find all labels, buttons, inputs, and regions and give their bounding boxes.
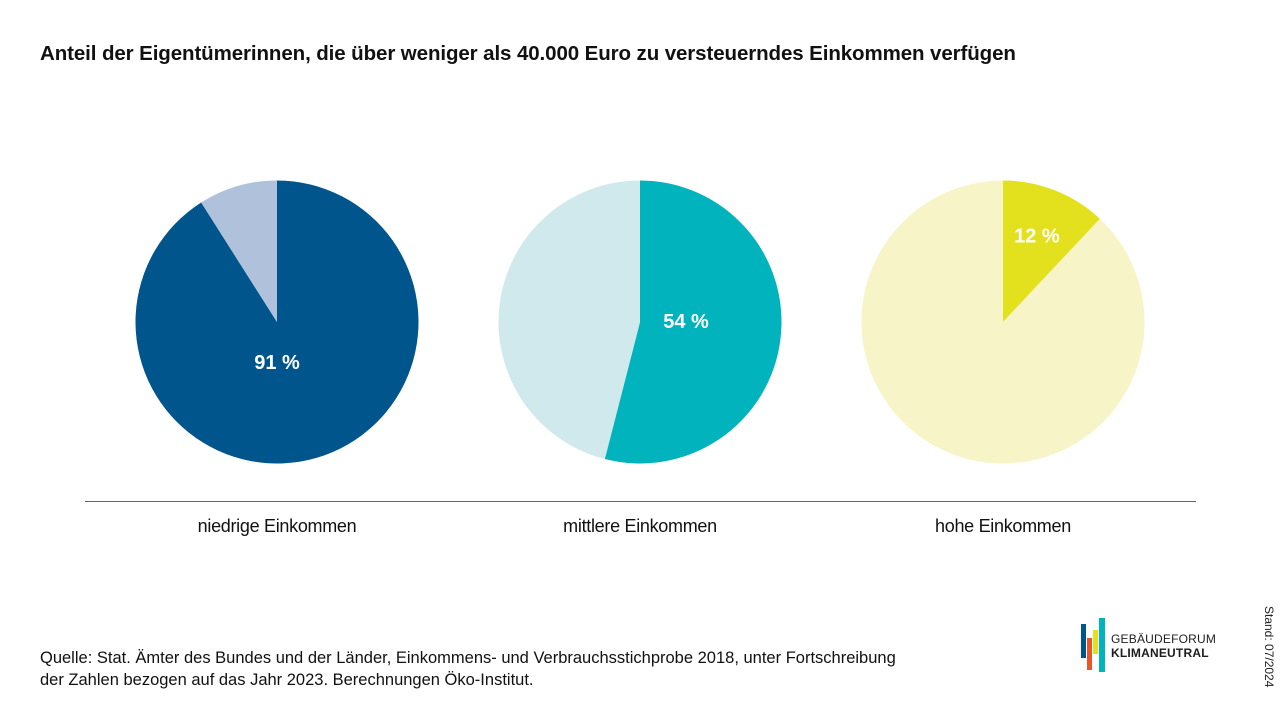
- source-line-1: Quelle: Stat. Ämter des Bundes und der L…: [40, 649, 896, 667]
- logo-line-2: KLIMANEUTRAL: [1111, 646, 1209, 660]
- category-label-middle: mittlere Einkommen: [563, 516, 717, 536]
- pie-value-label-high: 12 %: [1014, 226, 1060, 248]
- pie-slice-high-rest: [861, 180, 1145, 464]
- pie-slice-middle-value: [604, 180, 782, 464]
- source-note: Quelle: Stat. Ämter des Bundes und der L…: [40, 647, 1040, 691]
- logo-bars-icon: [1081, 618, 1105, 672]
- chart-title: Anteil der Eigentümerinnen, die über wen…: [40, 42, 1016, 65]
- category-label-high: hohe Einkommen: [935, 516, 1071, 536]
- pie-slice-middle-rest: [498, 180, 640, 460]
- baseline: [85, 501, 1196, 502]
- logo-text: GEBÄUDEFORUM KLIMANEUTRAL: [1111, 632, 1216, 660]
- category-label-low: niedrige Einkommen: [197, 516, 357, 536]
- pie-slice-low-value: [135, 180, 419, 464]
- pie-charts: 91 % 54 % 12 %: [135, 180, 1145, 464]
- stand-date: Stand: 07/2024: [1262, 606, 1276, 688]
- pie-slice-high-value: [1003, 180, 1100, 322]
- pie-value-label-middle: 54 %: [663, 311, 709, 333]
- logo-line-1: GEBÄUDEFORUM: [1111, 632, 1217, 646]
- source-line-2: der Zahlen bezogen auf das Jahr 2023. Be…: [40, 671, 534, 689]
- gebaeudeforum-logo: GEBÄUDEFORUM KLIMANEUTRAL: [1081, 618, 1221, 672]
- pie-slice-low-rest: [201, 180, 277, 322]
- pie-value-label-low: 91 %: [254, 352, 300, 374]
